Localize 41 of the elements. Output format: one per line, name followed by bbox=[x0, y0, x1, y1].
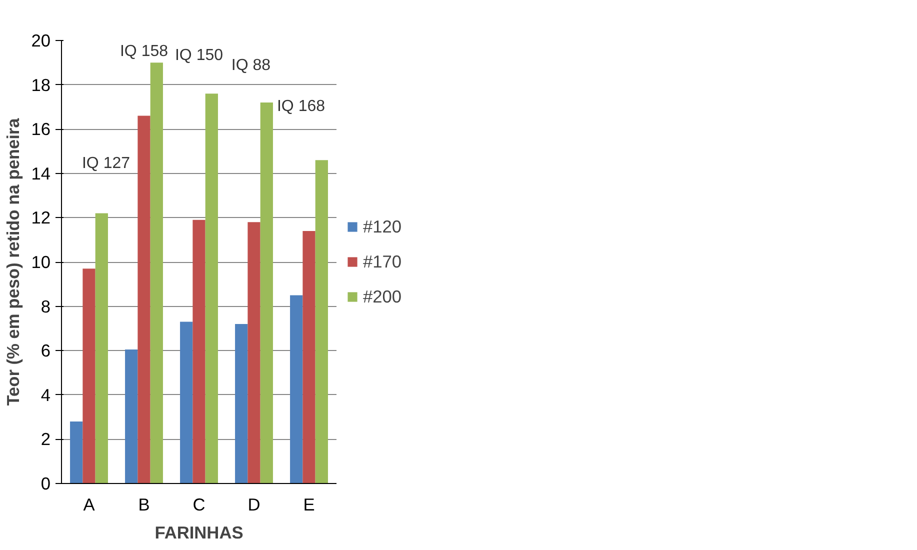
bar bbox=[125, 349, 138, 484]
y-tick-label: 20 bbox=[31, 30, 51, 50]
x-tick-label: A bbox=[83, 494, 96, 514]
y-tick-label: 10 bbox=[31, 252, 51, 272]
y-tick-label: 12 bbox=[31, 208, 51, 228]
x-axis-title: FARINHAS bbox=[154, 522, 244, 542]
bar bbox=[315, 160, 328, 484]
bar bbox=[235, 324, 248, 484]
y-tick-label: 8 bbox=[40, 296, 51, 316]
annotation: IQ 88 bbox=[231, 57, 271, 74]
y-tick-label: 0 bbox=[40, 474, 51, 494]
bar bbox=[302, 230, 316, 484]
y-tick-label: 6 bbox=[40, 340, 51, 361]
bar bbox=[192, 220, 206, 484]
legend-label: #170 bbox=[363, 251, 402, 272]
legend-label: #120 bbox=[363, 216, 402, 237]
annotation: IQ 150 bbox=[174, 47, 224, 64]
bar bbox=[138, 116, 150, 484]
x-tick-label: D bbox=[248, 494, 260, 514]
bar bbox=[248, 222, 260, 484]
y-tick-label: 18 bbox=[31, 74, 51, 95]
bar bbox=[95, 213, 108, 484]
bar bbox=[260, 102, 273, 484]
annotation: IQ 158 bbox=[120, 43, 168, 60]
x-tick-label: B bbox=[138, 494, 150, 514]
y-tick-label: 16 bbox=[31, 119, 51, 140]
annotation: IQ 127 bbox=[82, 155, 130, 172]
y-tick-label: 4 bbox=[40, 384, 51, 405]
bar bbox=[290, 295, 303, 484]
legend-label: #200 bbox=[363, 286, 402, 307]
y-axis-title: Teor (% em peso) retido na peneira bbox=[3, 118, 24, 406]
bar bbox=[150, 62, 163, 484]
bar bbox=[205, 94, 218, 484]
x-tick-label: C bbox=[192, 494, 206, 514]
bar bbox=[180, 322, 193, 484]
bar bbox=[82, 268, 96, 484]
x-tick-label: E bbox=[303, 494, 315, 514]
bar bbox=[70, 421, 83, 484]
y-tick-label: 14 bbox=[31, 163, 51, 184]
y-tick-label: 2 bbox=[40, 429, 51, 450]
annotation: IQ 168 bbox=[276, 98, 326, 115]
